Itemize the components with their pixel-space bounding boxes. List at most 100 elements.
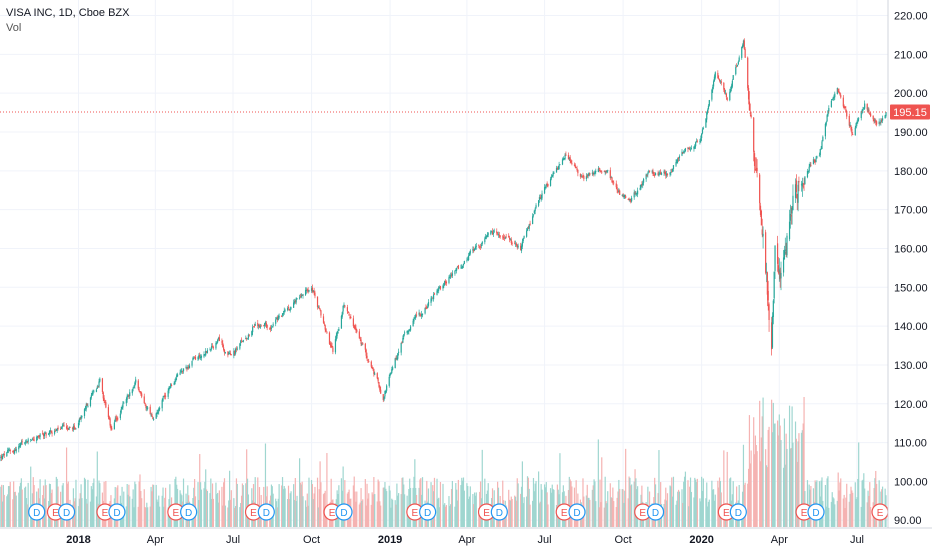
candle-body <box>827 110 829 116</box>
candle-body <box>646 175 648 177</box>
candle-body <box>378 382 380 387</box>
candle-body <box>412 320 414 327</box>
candle-body <box>360 339 362 344</box>
candle-body <box>800 184 803 186</box>
volume-bar <box>730 477 732 527</box>
candle-body <box>236 348 238 350</box>
dividend-marker[interactable]: D <box>807 503 825 521</box>
candle-body <box>454 271 456 274</box>
dividend-marker[interactable]: D <box>646 503 665 521</box>
volume-bar <box>420 478 422 527</box>
candle-body <box>78 418 80 423</box>
candle-body <box>7 450 9 453</box>
event-marker-circle <box>729 503 747 521</box>
dividend-marker[interactable]: D <box>57 503 76 521</box>
volume-bar <box>212 498 214 527</box>
candle-body <box>31 438 34 440</box>
candle-body <box>462 263 465 266</box>
candle-body <box>795 180 797 193</box>
dividend-marker[interactable]: D <box>419 503 437 521</box>
time-axis[interactable]: 2018 Apr Jul Oct 2019 Apr Jul Oct 2020 Apr Jul <box>66 534 864 546</box>
dividend-marker[interactable]: D <box>490 503 508 521</box>
candle-body <box>56 428 58 431</box>
candle-body <box>774 245 776 271</box>
candle-body <box>641 184 643 185</box>
candle-body <box>815 158 817 163</box>
candle-body <box>157 412 159 414</box>
candle-body <box>25 441 27 443</box>
price-tick-label: 140.00 <box>894 321 928 333</box>
candle-body <box>812 159 815 165</box>
dividend-marker[interactable]: D <box>180 503 198 521</box>
volume-bar <box>695 479 697 527</box>
candle-body <box>252 326 255 328</box>
event-marker-label: D <box>113 508 120 519</box>
candle-body <box>264 323 266 326</box>
candle-body <box>185 366 187 369</box>
earnings-marker[interactable]: E <box>244 503 263 521</box>
dividend-marker[interactable]: D <box>729 503 747 521</box>
candle-body <box>137 380 139 389</box>
earnings-marker[interactable]: E <box>871 503 889 521</box>
volume-bar <box>792 442 794 527</box>
candle-body <box>589 173 591 175</box>
volume-bar <box>360 488 362 527</box>
candle-body <box>15 448 17 452</box>
candle-body <box>700 138 702 142</box>
candle-body <box>392 367 394 370</box>
candle-body <box>714 72 716 78</box>
candle-body <box>275 318 278 319</box>
candle-body <box>854 127 856 136</box>
dividend-marker[interactable]: D <box>108 503 126 521</box>
volume-bar <box>127 494 129 527</box>
candle-body <box>730 89 732 93</box>
candle-body <box>491 231 494 235</box>
volume-bar <box>149 506 151 527</box>
candle-body <box>43 433 45 437</box>
dividend-marker[interactable]: D <box>335 503 353 521</box>
candle-body <box>776 243 779 264</box>
candle-body <box>461 266 463 269</box>
candle-body <box>664 171 666 174</box>
volume-bar <box>828 507 830 527</box>
dividend-marker[interactable]: D <box>257 503 275 521</box>
candle-body <box>480 244 483 246</box>
volume-bar <box>714 494 716 527</box>
candle-body <box>533 210 535 214</box>
candle-body <box>87 405 89 407</box>
volume-bar <box>474 495 477 527</box>
price-tick-label: 180.00 <box>894 166 928 178</box>
candle-body <box>526 230 528 237</box>
dividend-marker[interactable]: D <box>568 503 586 521</box>
candle-body <box>12 450 14 452</box>
dividend-marker[interactable]: D <box>28 503 46 521</box>
candle-body <box>55 430 57 432</box>
volume-bar <box>204 481 206 527</box>
candle-body <box>176 374 179 377</box>
candle-body <box>96 386 98 389</box>
candle-body <box>26 441 28 443</box>
candle-body <box>586 175 588 177</box>
candle-body <box>110 425 112 430</box>
candle-body <box>6 452 8 456</box>
volume-bar <box>707 506 709 527</box>
volume-bar <box>585 495 587 527</box>
candle-body <box>866 103 868 110</box>
volume-bar <box>468 499 470 527</box>
candle-body <box>487 233 489 235</box>
price-axis[interactable]: 220.00 210.00 200.00 190.00 180.00 170.00 160.… <box>894 11 928 528</box>
volume-bar <box>131 498 133 527</box>
candle-body <box>376 373 378 379</box>
volume-bar <box>744 482 746 527</box>
candle-body <box>18 446 20 450</box>
candle-body <box>444 281 447 283</box>
volume-bar <box>707 501 710 527</box>
candle-body <box>265 322 267 326</box>
candle-body <box>744 49 746 58</box>
time-tick-label: Jul <box>226 534 240 546</box>
volume-bar <box>388 485 390 527</box>
earnings-marker[interactable]: E <box>406 503 424 521</box>
